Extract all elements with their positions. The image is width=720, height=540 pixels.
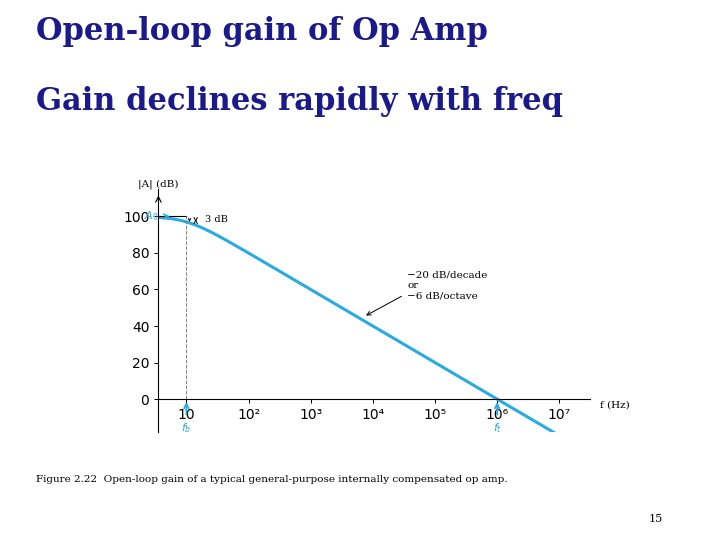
- Text: $f_t$: $f_t$: [492, 421, 502, 435]
- Text: 3 dB: 3 dB: [205, 214, 228, 224]
- Text: $f_b$: $f_b$: [181, 421, 192, 435]
- Text: Open-loop gain of Op Amp: Open-loop gain of Op Amp: [36, 16, 488, 47]
- Text: $A_0$: $A_0$: [144, 210, 158, 224]
- Text: −20 dB/decade
or
−6 dB/octave: −20 dB/decade or −6 dB/octave: [407, 271, 487, 301]
- Text: |A| (dB): |A| (dB): [138, 179, 179, 189]
- Text: 15: 15: [648, 514, 662, 524]
- Text: Figure 2.22  Open-loop gain of a typical general-purpose internally compensated : Figure 2.22 Open-loop gain of a typical …: [36, 475, 508, 484]
- Text: Gain declines rapidly with freq: Gain declines rapidly with freq: [36, 86, 563, 117]
- Text: f (Hz): f (Hz): [600, 401, 629, 410]
